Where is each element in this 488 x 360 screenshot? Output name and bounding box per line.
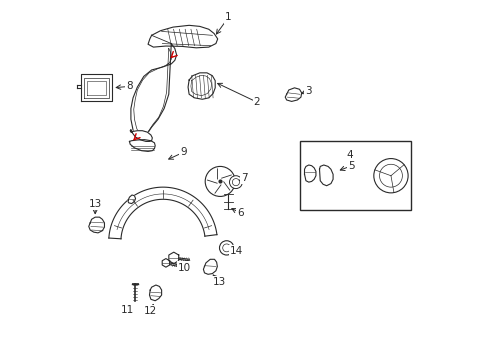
Bar [299,141,410,210]
Circle shape [373,158,407,193]
Polygon shape [304,165,315,182]
Polygon shape [109,187,217,239]
Circle shape [232,179,239,186]
Polygon shape [131,44,176,143]
Text: 3: 3 [305,86,311,96]
Circle shape [205,166,235,197]
Text: 12: 12 [144,306,157,316]
Polygon shape [319,165,332,186]
Text: 10: 10 [178,262,191,273]
Polygon shape [162,258,169,267]
Polygon shape [128,195,135,203]
Polygon shape [129,140,155,152]
Circle shape [219,241,233,255]
Text: 2: 2 [253,97,260,107]
Circle shape [229,176,242,189]
Text: 4: 4 [346,150,352,160]
Polygon shape [148,25,217,48]
Polygon shape [168,252,178,264]
Text: 13: 13 [212,277,225,287]
Polygon shape [285,88,301,102]
Text: 7: 7 [241,173,247,183]
Text: 1: 1 [224,13,231,22]
Text: 8: 8 [126,81,133,91]
Polygon shape [130,130,152,141]
Text: 5: 5 [347,161,354,171]
Text: 11: 11 [121,305,134,315]
Polygon shape [88,217,104,233]
Polygon shape [81,74,112,102]
Circle shape [222,244,230,252]
Text: 13: 13 [88,199,102,209]
Circle shape [379,164,402,187]
Polygon shape [203,259,217,274]
Text: 9: 9 [180,147,187,157]
Text: 6: 6 [236,208,243,218]
Text: 14: 14 [229,246,243,256]
Polygon shape [188,73,215,99]
Polygon shape [149,285,162,301]
